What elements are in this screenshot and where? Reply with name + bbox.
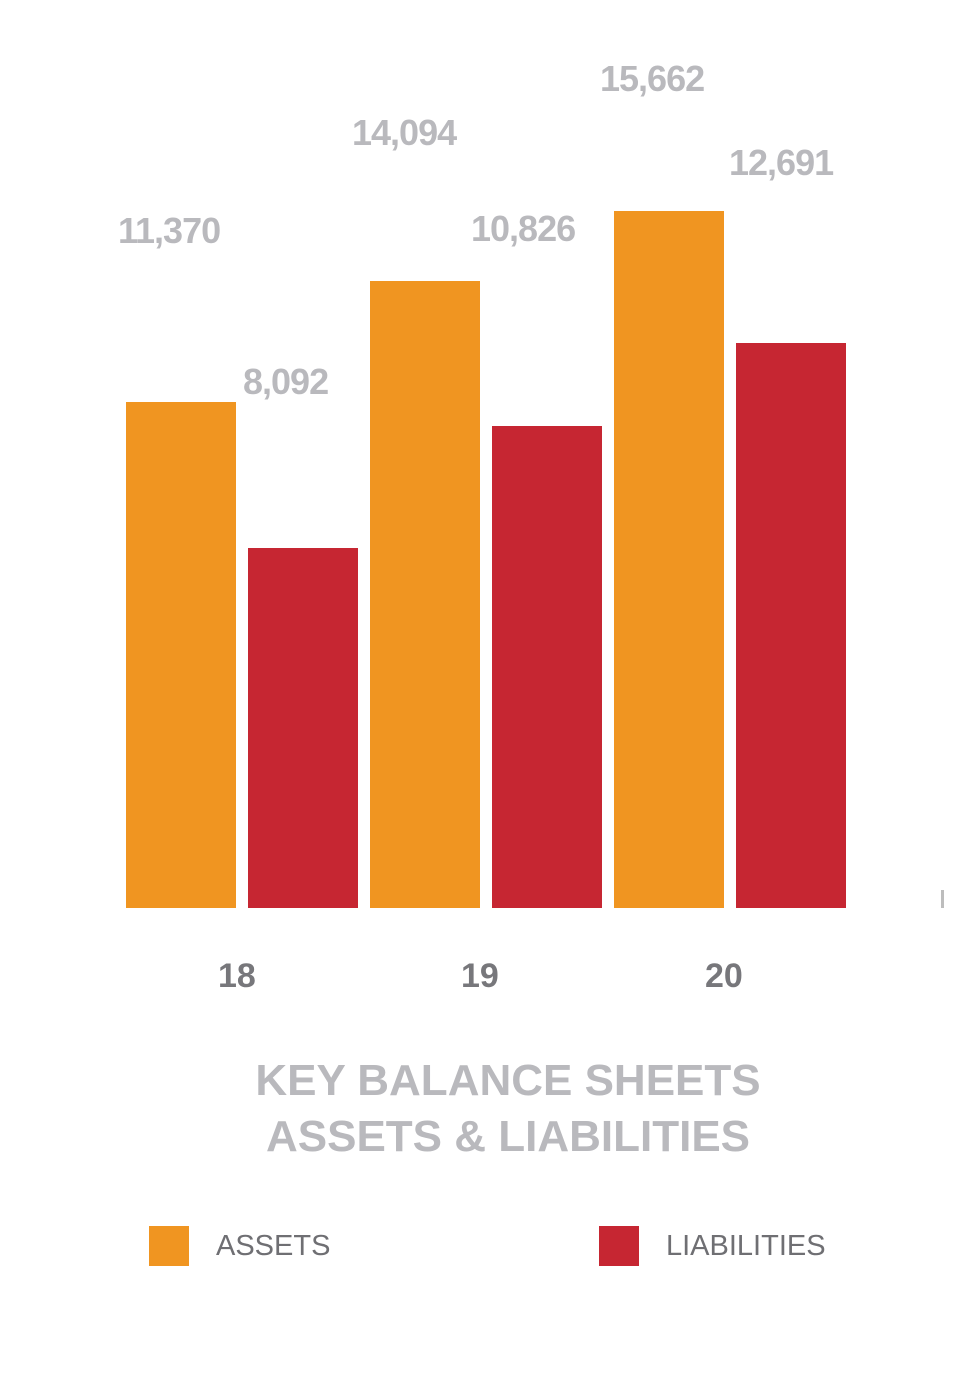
value-label-assets-19: 14,094 xyxy=(352,112,457,153)
value-label-assets-20: 15,662 xyxy=(600,58,705,99)
bar-assets-18 xyxy=(126,402,236,908)
value-label-liabilities-19: 10,826 xyxy=(471,208,576,249)
axis-tick-mark xyxy=(941,890,944,908)
x-tick-18: 18 xyxy=(218,957,256,995)
bar-liabilities-18 xyxy=(248,548,358,908)
legend-swatch-liabilities xyxy=(599,1226,639,1266)
bar-assets-19 xyxy=(370,281,480,908)
legend-swatch-assets xyxy=(149,1226,189,1266)
legend-label-liabilities: LIABILITIES xyxy=(666,1230,826,1262)
legend-label-assets: ASSETS xyxy=(216,1230,331,1262)
bar-liabilities-19 xyxy=(492,426,602,908)
chart-title-line-1: KEY BALANCE SHEETS xyxy=(255,1056,761,1105)
x-tick-20: 20 xyxy=(705,957,743,995)
x-tick-19: 19 xyxy=(461,957,499,995)
value-label-assets-18: 11,370 xyxy=(118,210,221,251)
value-label-liabilities-18: 8,092 xyxy=(243,361,329,402)
bar-liabilities-20 xyxy=(736,343,846,908)
value-label-liabilities-20: 12,691 xyxy=(729,142,834,183)
bar-assets-20 xyxy=(614,211,724,908)
chart-title-line-2: ASSETS & LIABILITIES xyxy=(265,1112,751,1161)
